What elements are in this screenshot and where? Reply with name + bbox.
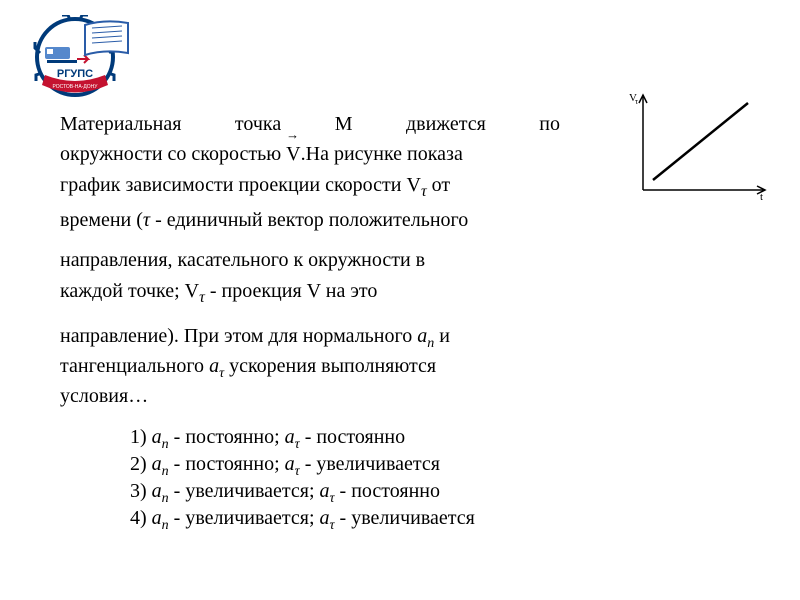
option-number: 4) <box>130 507 152 529</box>
option-text: - постоянно; <box>169 453 285 475</box>
a-letter: a <box>285 426 295 448</box>
text-line: направления, касательного к окружности в <box>60 246 560 274</box>
v-tau: Vτ <box>406 174 426 196</box>
answer-option-2: 2) an - постоянно; aτ - увеличивается <box>130 451 560 478</box>
text: времени ( <box>60 209 143 231</box>
a-letter: a <box>209 355 219 377</box>
text: условия… <box>60 385 148 407</box>
word: Материальная <box>60 110 181 138</box>
option-number: 2) <box>130 453 152 475</box>
option-text: - увеличивается <box>300 453 440 475</box>
v-letter: V <box>286 143 300 165</box>
text-line: времени (τ - единичный вектор положитель… <box>60 206 560 234</box>
text: и <box>434 325 450 347</box>
n-sub: n <box>162 464 169 479</box>
text: график зависимости проекции скорости <box>60 174 406 196</box>
v-letter: V <box>185 280 199 302</box>
text: направление). При этом для нормального <box>60 325 417 347</box>
problem-text: Материальная точка М движется по окружно… <box>60 110 560 532</box>
svg-text:τ: τ <box>635 97 639 106</box>
graph-svg: V τ t <box>625 90 770 200</box>
text: - проекция <box>205 280 307 302</box>
word: по <box>539 110 560 138</box>
svg-text:t: t <box>760 191 763 200</box>
answer-option-3: 3) an - увеличивается; aτ - постоянно <box>130 478 560 505</box>
text-line: каждой точке; Vτ - проекция V на это <box>60 277 560 309</box>
text-line: окружности со скоростью →V.На рисунке по… <box>60 140 560 168</box>
text-line: Материальная точка М движется по <box>60 110 560 138</box>
a-letter: a <box>320 480 330 502</box>
svg-text:РГУПС: РГУПС <box>57 68 93 80</box>
a-letter: a <box>152 453 162 475</box>
text: от <box>427 174 450 196</box>
svg-text:РОСТОВ-НА-ДОНУ: РОСТОВ-НА-ДОНУ <box>53 84 99 90</box>
velocity-graph: V τ t <box>625 90 770 200</box>
word: точка <box>235 110 281 138</box>
text: окружности со скоростью <box>60 143 286 165</box>
a-letter: a <box>152 426 162 448</box>
a-letter: a <box>417 325 427 347</box>
text: ускорения выполняются <box>224 355 436 377</box>
vector-v: →V <box>286 140 300 168</box>
option-text: - увеличивается <box>335 507 475 529</box>
option-text: - постоянно; <box>169 426 285 448</box>
n-sub: n <box>162 437 169 452</box>
a-letter: a <box>152 480 162 502</box>
text: каждой точке; <box>60 280 185 302</box>
text-line: график зависимости проекции скорости Vτ … <box>60 171 560 203</box>
answer-options: 1) an - постоянно; aτ - постоянно 2) an … <box>60 424 560 532</box>
v-plain: V <box>307 280 321 302</box>
n-sub: n <box>162 518 169 533</box>
word: М <box>335 110 353 138</box>
answer-option-1: 1) an - постоянно; aτ - постоянно <box>130 424 560 451</box>
text: направления, касательного к окружности в <box>60 249 425 271</box>
option-text: - постоянно <box>300 426 405 448</box>
option-text: - увеличивается; <box>169 480 320 502</box>
option-text: - увеличивается; <box>169 507 320 529</box>
option-text: - постоянно <box>335 480 440 502</box>
answer-option-4: 4) an - увеличивается; aτ - увеличиваетс… <box>130 505 560 532</box>
logo-svg: РГУПС РОСТОВ-НА-ДОНУ <box>30 15 150 105</box>
text-line: тангенциального aτ ускорения выполняются <box>60 352 560 380</box>
v-tau: Vτ <box>185 280 205 302</box>
word: движется <box>406 110 486 138</box>
text-line: направление). При этом для нормального a… <box>60 322 560 350</box>
text-line: условия… <box>60 382 560 410</box>
a-letter: a <box>320 507 330 529</box>
arrow-icon: → <box>286 132 300 138</box>
text: - единичный вектор положительного <box>150 209 468 231</box>
option-number: 1) <box>130 426 152 448</box>
a-letter: a <box>285 453 295 475</box>
text: .На рисунке показа <box>301 143 463 165</box>
text: тангенциального <box>60 355 209 377</box>
a-letter: a <box>152 507 162 529</box>
v-letter: V <box>406 174 420 196</box>
text: на это <box>321 280 378 302</box>
n-sub: n <box>162 491 169 506</box>
option-number: 3) <box>130 480 152 502</box>
university-logo: РГУПС РОСТОВ-НА-ДОНУ <box>30 15 150 105</box>
